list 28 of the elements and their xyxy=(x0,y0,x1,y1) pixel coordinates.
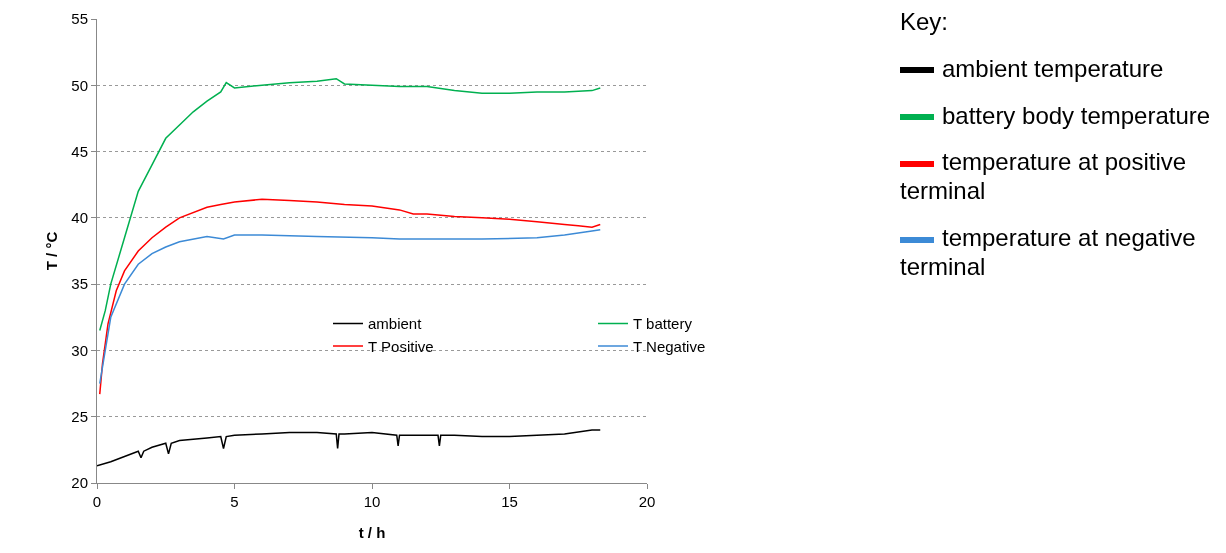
y-tick-label: 40 xyxy=(71,209,88,227)
line-series xyxy=(97,429,601,467)
y-tick-label: 25 xyxy=(71,407,88,425)
x-tick-label: 15 xyxy=(501,493,518,510)
x-tick-label: 5 xyxy=(230,493,239,510)
y-tick-label: 45 xyxy=(71,142,88,160)
legend-label: ambient xyxy=(368,315,423,333)
x-tick-label: 20 xyxy=(638,493,656,510)
y-axis-title: T / °C xyxy=(43,231,60,271)
y-tick-label: 35 xyxy=(71,275,88,293)
text: temperature at negative terminal xyxy=(900,223,1196,280)
legend-label: T battery xyxy=(633,315,693,333)
text: temperature at positive terminal xyxy=(900,148,1187,205)
y-tick-label: 20 xyxy=(71,474,88,492)
text: ambient temperature xyxy=(942,54,1164,82)
text: battery body temperature xyxy=(942,101,1211,129)
x-tick-label: 0 xyxy=(92,493,102,510)
x-axis-title: t / h xyxy=(358,524,386,541)
x-tick-label: 10 xyxy=(363,493,381,510)
text: Key: xyxy=(900,8,949,35)
line-series xyxy=(99,229,601,385)
line-series xyxy=(99,77,601,332)
y-tick-label: 55 xyxy=(71,10,88,28)
y-tick-label: 30 xyxy=(71,341,88,359)
legend-label: T Positive xyxy=(368,337,434,355)
line-series xyxy=(99,198,601,395)
legend-label: T Negative xyxy=(633,337,706,355)
y-tick-label: 50 xyxy=(71,76,88,94)
